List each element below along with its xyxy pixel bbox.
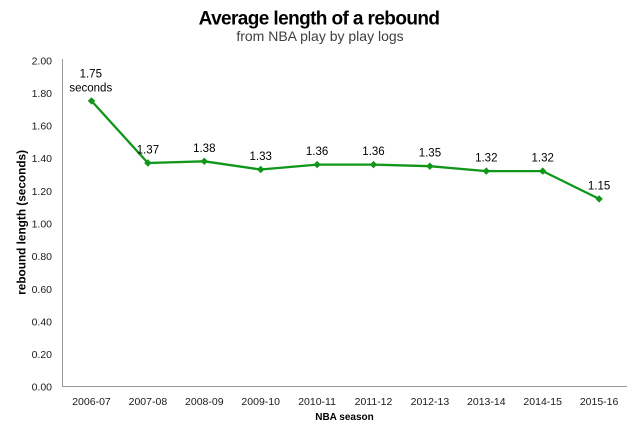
svg-text:1.15: 1.15 bbox=[588, 180, 610, 192]
svg-text:1.20: 1.20 bbox=[32, 186, 53, 198]
svg-text:1.00: 1.00 bbox=[32, 219, 53, 231]
svg-text:2.00: 2.00 bbox=[32, 55, 53, 67]
svg-text:1.38: 1.38 bbox=[193, 143, 215, 155]
svg-text:1.60: 1.60 bbox=[32, 121, 53, 133]
svg-text:0.00: 0.00 bbox=[32, 382, 53, 394]
svg-text:1.80: 1.80 bbox=[32, 88, 53, 100]
svg-text:2009-10: 2009-10 bbox=[241, 396, 280, 408]
svg-text:0.40: 0.40 bbox=[32, 316, 53, 328]
svg-text:0.80: 0.80 bbox=[32, 251, 53, 263]
svg-text:2014-15: 2014-15 bbox=[523, 396, 562, 408]
svg-text:0.60: 0.60 bbox=[32, 284, 53, 296]
svg-text:1.35: 1.35 bbox=[419, 148, 441, 160]
svg-text:1.33: 1.33 bbox=[250, 151, 272, 163]
svg-text:2007-08: 2007-08 bbox=[129, 396, 168, 408]
svg-text:1.40: 1.40 bbox=[32, 153, 53, 165]
svg-text:1.32: 1.32 bbox=[532, 153, 554, 165]
svg-text:1.36: 1.36 bbox=[362, 146, 384, 158]
svg-text:2006-07: 2006-07 bbox=[72, 396, 111, 408]
svg-text:2012-13: 2012-13 bbox=[411, 396, 450, 408]
svg-text:1.37: 1.37 bbox=[137, 145, 159, 157]
svg-text:2011-12: 2011-12 bbox=[355, 396, 393, 408]
svg-text:Average length of a rebound: Average length of a rebound bbox=[199, 8, 440, 29]
svg-text:2013-14: 2013-14 bbox=[467, 396, 506, 408]
svg-text:1.32: 1.32 bbox=[475, 153, 497, 165]
svg-text:2015-16: 2015-16 bbox=[580, 396, 619, 408]
svg-text:rebound length (seconds): rebound length (seconds) bbox=[15, 150, 29, 295]
svg-text:seconds: seconds bbox=[69, 82, 112, 94]
svg-text:2010-11: 2010-11 bbox=[298, 396, 336, 408]
svg-text:NBA season: NBA season bbox=[315, 412, 374, 423]
svg-text:1.36: 1.36 bbox=[306, 146, 328, 158]
svg-text:1.75: 1.75 bbox=[80, 68, 102, 80]
svg-text:0.20: 0.20 bbox=[32, 349, 53, 361]
svg-text:2008-09: 2008-09 bbox=[185, 396, 224, 408]
svg-text:from NBA play by play logs: from NBA play by play logs bbox=[236, 28, 403, 44]
